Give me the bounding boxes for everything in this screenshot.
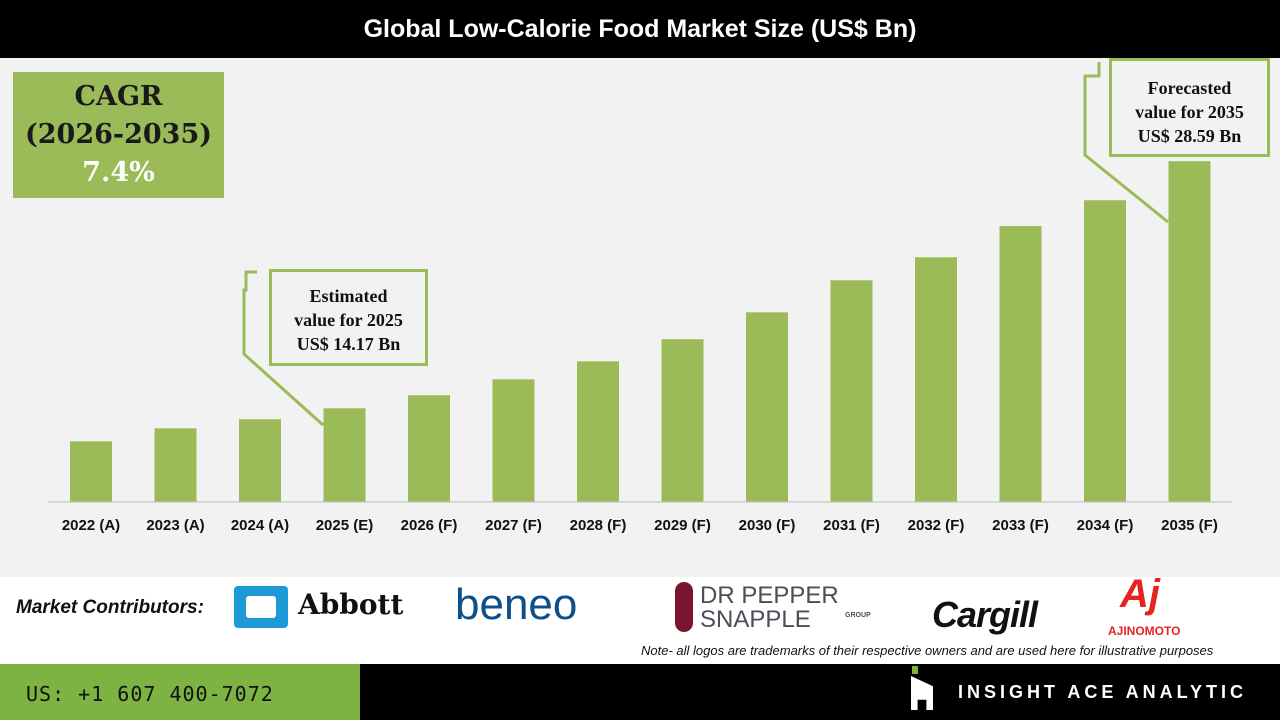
estimated-callout-connector <box>242 270 325 427</box>
bar-2033 <box>999 226 1042 503</box>
bar-2035 <box>1168 161 1211 502</box>
forecasted-callout: Forecasted value for 2035 US$ 28.59 Bn <box>1109 58 1270 157</box>
phone-number: US: +1 607 400-7072 <box>0 664 360 720</box>
brand-logo-icon <box>911 676 933 710</box>
bar-2029 <box>661 339 704 502</box>
callout-value: US$ 28.59 Bn <box>1137 126 1242 146</box>
x-tick-label: 2031 (F) <box>823 517 880 534</box>
callout-line: Estimated <box>309 286 388 306</box>
cagr-period: (2026-2035) <box>24 119 213 150</box>
x-tick-label: 2028 (F) <box>570 517 627 534</box>
bar-2022 <box>70 441 112 502</box>
bar-2024 <box>239 419 281 502</box>
beneo-logo: beneo <box>455 580 578 629</box>
x-tick-label: 2030 (F) <box>739 517 796 534</box>
dr-pepper-logo: DR PEPPER SNAPPLE <box>700 584 839 632</box>
footer-bar <box>360 664 1280 720</box>
brand-name: INSIGHT ACE ANALYTIC <box>958 682 1248 702</box>
abbott-logo: Abbott <box>298 588 404 621</box>
cagr-box: CAGR (2026-2035) 7.4% <box>13 72 224 198</box>
x-tick-label: 2027 (F) <box>485 517 542 534</box>
bar-2027 <box>492 379 535 502</box>
forecasted-callout-connector <box>1083 62 1169 224</box>
x-tick-label: 2024 (A) <box>231 517 289 534</box>
dr-pepper-group: GROUP <box>845 612 871 619</box>
callout-line: value for 2025 <box>294 310 403 330</box>
x-tick-label: 2022 (A) <box>62 517 120 534</box>
cagr-label: CAGR <box>74 81 163 112</box>
contributors-label: Market Contributors: <box>16 597 204 618</box>
x-tick-label: 2033 (F) <box>992 517 1049 534</box>
estimated-callout: Estimated value for 2025 US$ 14.17 Bn <box>269 269 428 366</box>
bar-2031 <box>830 280 873 502</box>
x-tick-label: 2026 (F) <box>401 517 458 534</box>
callout-line: Forecasted <box>1147 78 1232 98</box>
x-tick-label: 2035 (F) <box>1161 517 1218 534</box>
bar-2032 <box>915 257 957 502</box>
bar-2023 <box>154 428 197 502</box>
logo-text: DR PEPPER <box>700 582 839 609</box>
bar-2034 <box>1084 200 1126 502</box>
x-tick-label: 2029 (F) <box>654 517 711 534</box>
abbott-logo-icon <box>234 586 288 628</box>
ajinomoto-logo-icon: Aj <box>1120 572 1160 616</box>
bar-2025 <box>323 408 366 502</box>
cagr-value: 7.4% <box>82 157 155 188</box>
ajinomoto-logo: AJINOMOTO <box>1108 624 1181 638</box>
brand-logo-accent <box>912 666 918 674</box>
bar-2030 <box>746 312 788 502</box>
trademark-note: Note- all logos are trademarks of their … <box>641 643 1214 658</box>
bar-2028 <box>577 361 619 502</box>
x-tick-label: 2025 (E) <box>316 517 374 534</box>
dr-pepper-logo-icon <box>675 582 693 632</box>
bar-2026 <box>408 395 450 502</box>
x-tick-label: 2023 (A) <box>146 517 204 534</box>
cargill-logo: Cargill <box>932 594 1038 635</box>
x-tick-label: 2032 (F) <box>908 517 965 534</box>
x-tick-label: 2034 (F) <box>1077 517 1134 534</box>
callout-line: value for 2035 <box>1135 102 1244 122</box>
chart-title: Global Low-Calorie Food Market Size (US$… <box>0 0 1280 58</box>
callout-value: US$ 14.17 Bn <box>296 334 401 354</box>
logo-text: SNAPPLE <box>700 606 811 633</box>
